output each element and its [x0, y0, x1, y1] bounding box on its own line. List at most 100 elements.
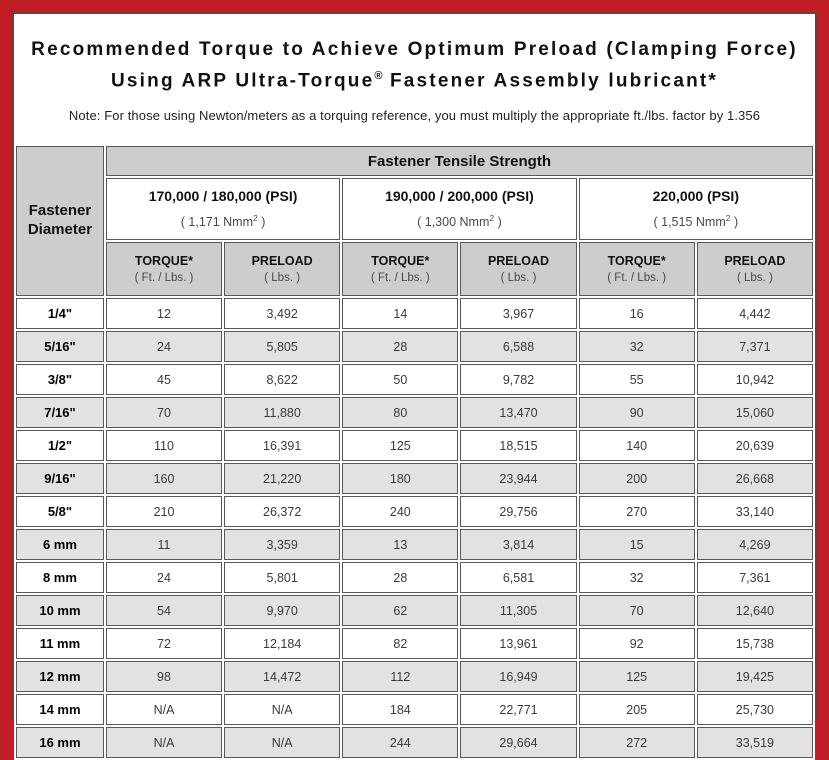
preload-value-cell: 7,361 — [696, 562, 813, 593]
preload-value-cell: 33,519 — [696, 727, 813, 758]
table-row: 5/16" 24 5,805 28 6,588 32 7,371 — [16, 331, 813, 362]
page-title-line2: Using ARP Ultra-Torque® Fastener Assembl… — [14, 63, 815, 94]
title-line2-text: Using ARP Ultra-Torque — [110, 70, 375, 92]
preload-value-cell: 10,942 — [696, 364, 813, 395]
torque-value-cell: 270 — [578, 496, 695, 527]
torque-column-header-2: TORQUE* ( Ft. / Lbs. ) — [342, 242, 459, 296]
preload-value-cell: 12,184 — [224, 628, 341, 659]
torque-unit-2: ( Ft. / Lbs. ) — [370, 272, 430, 284]
psi-label-3: 220,000 (PSI) — [652, 188, 739, 205]
torque-value-cell: 82 — [342, 628, 459, 659]
table-row: 11 mm 72 12,184 82 13,961 92 15,738 — [16, 628, 813, 659]
table-row: 5/8" 210 26,372 240 29,756 270 33,140 — [16, 496, 813, 527]
torque-spec-table: Fastener Diameter Fastener Tensile Stren… — [14, 144, 815, 760]
psi-group-2: 190,000 / 200,000 (PSI) ( 1,300 Nmm2 ) — [342, 178, 577, 240]
preload-value-cell: 12,640 — [696, 595, 813, 626]
torque-value-cell: 50 — [342, 364, 459, 395]
corner-label-line1: Fastener — [28, 202, 92, 220]
psi-group-1: 170,000 / 180,000 (PSI) ( 1,171 Nmm2 ) — [105, 178, 341, 240]
fastener-diameter-cell: 1/4" — [16, 298, 104, 329]
table-row: 7/16" 70 11,880 80 13,470 90 15,060 — [16, 397, 813, 428]
fastener-diameter-cell: 9/16" — [16, 463, 104, 494]
preload-value-cell: 6,581 — [460, 562, 577, 593]
torque-value-cell: 205 — [578, 694, 695, 725]
psi-header-row: 170,000 / 180,000 (PSI) ( 1,171 Nmm2 ) 1… — [16, 178, 813, 240]
torque-value-cell: 55 — [578, 364, 695, 395]
fastener-diameter-cell: 5/16" — [16, 331, 104, 362]
torque-column-header-1: TORQUE* ( Ft. / Lbs. ) — [105, 242, 223, 296]
preload-value-cell: 21,220 — [224, 463, 341, 494]
preload-column-header-2: PRELOAD ( Lbs. ) — [460, 242, 577, 296]
preload-value-cell: 6,588 — [460, 331, 577, 362]
preload-value-cell: 5,805 — [224, 331, 341, 362]
torque-value-cell: 32 — [578, 331, 695, 362]
nmm-close-3: ) — [730, 215, 739, 230]
preload-value-cell: 3,492 — [224, 298, 341, 329]
registered-trademark-symbol: ® — [374, 70, 383, 82]
torque-value-cell: 70 — [105, 397, 223, 428]
torque-label-1: TORQUE* — [134, 254, 194, 268]
preload-value-cell: 9,970 — [224, 595, 341, 626]
document-frame: Recommended Torque to Achieve Optimum Pr… — [12, 12, 817, 760]
preload-value-cell: 11,880 — [224, 397, 341, 428]
corner-label-line2: Diameter — [27, 221, 93, 238]
nmm-close-1: ) — [257, 215, 266, 230]
torque-label-2: TORQUE* — [371, 254, 430, 268]
preload-unit-3: ( Lbs. ) — [736, 272, 773, 284]
fastener-diameter-cell: 16 mm — [16, 727, 104, 758]
fastener-diameter-cell: 7/16" — [16, 397, 104, 428]
torque-value-cell: 54 — [105, 595, 223, 626]
preload-value-cell: 25,730 — [696, 694, 813, 725]
preload-value-cell: 19,425 — [696, 661, 813, 692]
torque-preload-header-row: TORQUE* ( Ft. / Lbs. ) PRELOAD ( Lbs. ) … — [16, 242, 813, 296]
preload-value-cell: 26,372 — [224, 496, 341, 527]
nmm-sup-1: 2 — [253, 213, 258, 224]
preload-value-cell: 33,140 — [696, 496, 813, 527]
fastener-diameter-cell: 12 mm — [16, 661, 104, 692]
fastener-diameter-cell: 8 mm — [16, 562, 104, 593]
torque-value-cell: 72 — [105, 628, 223, 659]
nmm-close-2: ) — [494, 215, 502, 230]
torque-value-cell: 11 — [105, 529, 223, 560]
preload-column-header-1: PRELOAD ( Lbs. ) — [224, 242, 341, 296]
torque-value-cell: 70 — [578, 595, 695, 626]
torque-value-cell: 16 — [578, 298, 695, 329]
nmm-label-3: ( 1,515 Nmm2 ) — [583, 213, 809, 229]
preload-value-cell: 16,949 — [460, 661, 577, 692]
preload-value-cell: 29,756 — [460, 496, 577, 527]
nmm-text-1: ( 1,171 Nmm — [180, 215, 254, 230]
preload-value-cell: 13,470 — [460, 397, 577, 428]
fastener-diameter-cell: 10 mm — [16, 595, 104, 626]
nmm-sup-2: 2 — [489, 213, 495, 224]
torque-value-cell: 13 — [342, 529, 459, 560]
torque-value-cell: 92 — [578, 628, 695, 659]
preload-value-cell: 29,664 — [460, 727, 577, 758]
torque-value-cell: 110 — [105, 430, 223, 461]
torque-value-cell: 140 — [578, 430, 695, 461]
preload-value-cell: 16,391 — [224, 430, 341, 461]
table-row: 12 mm 98 14,472 112 16,949 125 19,425 — [16, 661, 813, 692]
torque-value-cell: 272 — [578, 727, 695, 758]
preload-value-cell: N/A — [224, 694, 341, 725]
torque-value-cell: 12 — [105, 298, 223, 329]
nmm-text-2: ( 1,300 Nmm — [417, 215, 490, 230]
preload-value-cell: 11,305 — [460, 595, 577, 626]
torque-value-cell: 180 — [342, 463, 459, 494]
preload-label-2: PRELOAD — [487, 254, 550, 268]
preload-column-header-3: PRELOAD ( Lbs. ) — [696, 242, 813, 296]
preload-label-3: PRELOAD — [724, 254, 786, 268]
table-row: 1/2" 110 16,391 125 18,515 140 20,639 — [16, 430, 813, 461]
nmm-sup-3: 2 — [725, 213, 731, 224]
preload-value-cell: 15,060 — [696, 397, 813, 428]
nmm-text-3: ( 1,515 Nmm — [653, 215, 726, 230]
fastener-diameter-cell: 3/8" — [16, 364, 104, 395]
table-row: 14 mm N/A N/A 184 22,771 205 25,730 — [16, 694, 813, 725]
torque-value-cell: 112 — [342, 661, 459, 692]
conversion-note: Note: For those using Newton/meters as a… — [68, 108, 761, 124]
fastener-diameter-corner-cell: Fastener Diameter — [16, 146, 104, 296]
preload-value-cell: 20,639 — [696, 430, 813, 461]
torque-value-cell: 80 — [342, 397, 459, 428]
torque-value-cell: 90 — [578, 397, 695, 428]
table-row: 16 mm N/A N/A 244 29,664 272 33,519 — [16, 727, 813, 758]
table-row: 6 mm 11 3,359 13 3,814 15 4,269 — [16, 529, 813, 560]
